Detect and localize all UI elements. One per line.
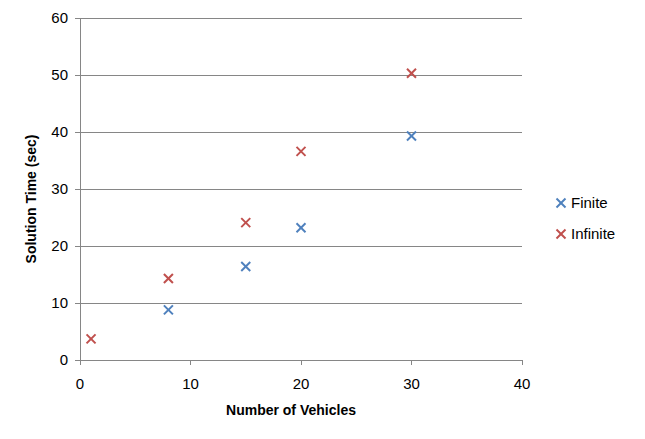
tick-mark xyxy=(75,132,80,133)
x-tick-label: 20 xyxy=(293,375,310,392)
grid-line xyxy=(80,246,522,247)
y-tick-label: 20 xyxy=(51,237,68,254)
x-axis-title: Number of Vehicles xyxy=(226,402,356,418)
legend-label: Infinite xyxy=(571,225,615,242)
data-point xyxy=(241,218,250,227)
y-tick-label: 60 xyxy=(51,9,68,26)
chart-svg: 0 10 20 30 40 50 60 0 10 20 30 40 Number of Vehicles… xyxy=(0,0,645,439)
tick-mark xyxy=(75,189,80,190)
data-point xyxy=(164,305,173,314)
tick-mark xyxy=(80,360,81,365)
x-tick-label: 10 xyxy=(182,375,199,392)
grid-line xyxy=(80,75,522,76)
x-tick-label: 0 xyxy=(76,375,84,392)
plot-area xyxy=(87,69,416,344)
tick-mark xyxy=(190,360,191,365)
x-axis xyxy=(80,360,522,361)
y-tick-label: 0 xyxy=(60,351,68,368)
data-point xyxy=(407,69,416,78)
tick-mark xyxy=(301,360,302,365)
grid-line xyxy=(80,303,522,304)
chart-container: 0 10 20 30 40 50 60 0 10 20 30 40 Number of Vehicles… xyxy=(0,0,645,439)
tick-mark xyxy=(75,303,80,304)
data-point xyxy=(407,131,416,140)
y-axis xyxy=(80,18,81,360)
y-tick-label: 50 xyxy=(51,66,68,83)
tick-mark xyxy=(75,360,80,361)
tick-mark xyxy=(411,360,412,365)
legend-marker xyxy=(557,230,566,239)
tick-mark xyxy=(75,75,80,76)
data-point xyxy=(297,223,306,232)
tick-mark xyxy=(75,246,80,247)
grid-line xyxy=(80,189,522,190)
legend-marker xyxy=(557,199,566,208)
y-tick-label: 30 xyxy=(51,180,68,197)
tick-mark xyxy=(522,360,523,365)
data-point xyxy=(87,334,96,343)
x-tick-label: 30 xyxy=(403,375,420,392)
grid-line xyxy=(80,18,522,19)
y-tick-label: 10 xyxy=(51,294,68,311)
data-point xyxy=(164,274,173,283)
y-tick-label: 40 xyxy=(51,123,68,140)
x-tick-label: 40 xyxy=(514,375,531,392)
y-axis-title: Solution Time (sec) xyxy=(23,135,39,264)
tick-mark xyxy=(75,18,80,19)
grid-line xyxy=(80,132,522,133)
data-point xyxy=(297,147,306,156)
grid-line xyxy=(80,360,522,361)
legend-label: Finite xyxy=(571,194,608,211)
data-point xyxy=(241,262,250,271)
